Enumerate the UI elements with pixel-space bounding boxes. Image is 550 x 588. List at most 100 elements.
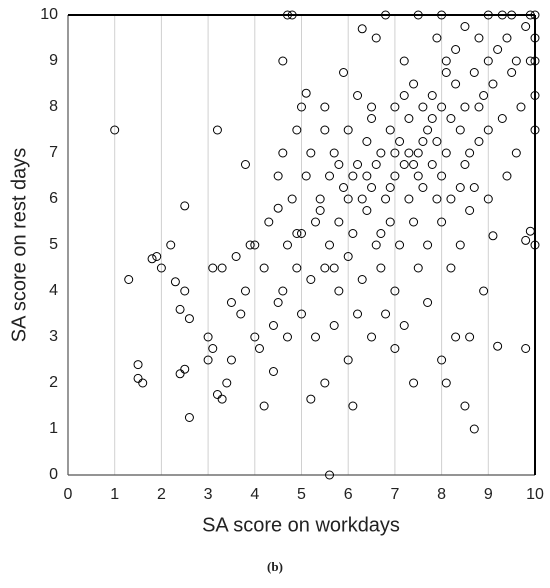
point [530,56,540,66]
point [381,194,391,204]
point [297,309,306,319]
point [390,344,400,353]
point [390,286,400,296]
point [437,171,447,181]
x-tick-label: 4 [250,486,259,503]
y-tick-label: 2 [49,374,58,391]
point [264,217,274,227]
point [339,68,349,77]
point [240,160,250,169]
point [334,160,344,169]
point [404,148,414,158]
point [409,217,419,227]
point [432,194,442,204]
point [208,344,218,353]
point [460,22,470,31]
point [320,263,330,273]
point [212,390,222,399]
point [268,321,278,330]
point [203,355,213,365]
point [497,114,507,123]
point [268,367,278,376]
point [511,56,521,66]
point [446,114,456,123]
point [259,401,269,411]
point [184,413,194,422]
point [432,33,442,43]
x-tick-label: 0 [64,486,73,503]
y-tick-label: 3 [49,328,58,345]
point [175,304,185,314]
point [460,401,470,411]
point [437,10,447,20]
y-tick-label: 0 [49,466,58,483]
point [315,194,325,204]
y-tick-label: 8 [49,98,58,115]
y-axis-title: SA score on rest days [8,148,30,343]
point [184,314,194,324]
point [287,10,297,20]
x-tick-label: 9 [484,486,493,503]
point [451,79,461,89]
point [399,91,409,100]
point [455,125,465,135]
point [226,298,236,307]
point [460,160,470,169]
point [413,10,423,20]
point [170,277,180,287]
point [460,102,470,112]
point [343,194,353,204]
point [250,332,260,342]
point [301,88,311,98]
point [465,206,475,215]
point [507,10,517,20]
point [367,332,377,342]
point [469,424,479,434]
point [455,183,465,192]
point [483,10,493,20]
point [530,33,540,43]
point [353,309,363,319]
point [446,194,456,204]
point [353,160,363,169]
point [385,125,395,135]
point [297,102,306,112]
point [325,240,335,250]
point [311,332,321,342]
point [311,217,321,227]
point [259,263,269,273]
point [465,148,475,158]
point [409,378,419,388]
point [423,125,433,135]
point [250,240,260,250]
point [329,321,339,330]
point [507,68,517,77]
point [483,125,493,135]
point [390,148,400,158]
point [138,378,148,388]
point [446,263,456,273]
point [418,137,428,146]
point [306,148,316,158]
point [343,125,353,135]
point [343,252,353,261]
point [455,240,465,250]
point [254,344,264,353]
y-tick-label: 4 [49,282,58,299]
point [278,148,288,158]
point [376,148,386,158]
point [469,183,479,192]
point [110,125,120,135]
point [180,201,190,211]
point [367,183,377,192]
point [521,344,531,353]
point [441,56,451,66]
point [329,263,339,273]
point [166,240,176,250]
point [292,263,302,273]
y-tick-label: 1 [49,420,58,437]
x-tick-label: 8 [437,486,446,503]
point [530,91,540,100]
point [497,10,507,20]
point [437,102,447,112]
